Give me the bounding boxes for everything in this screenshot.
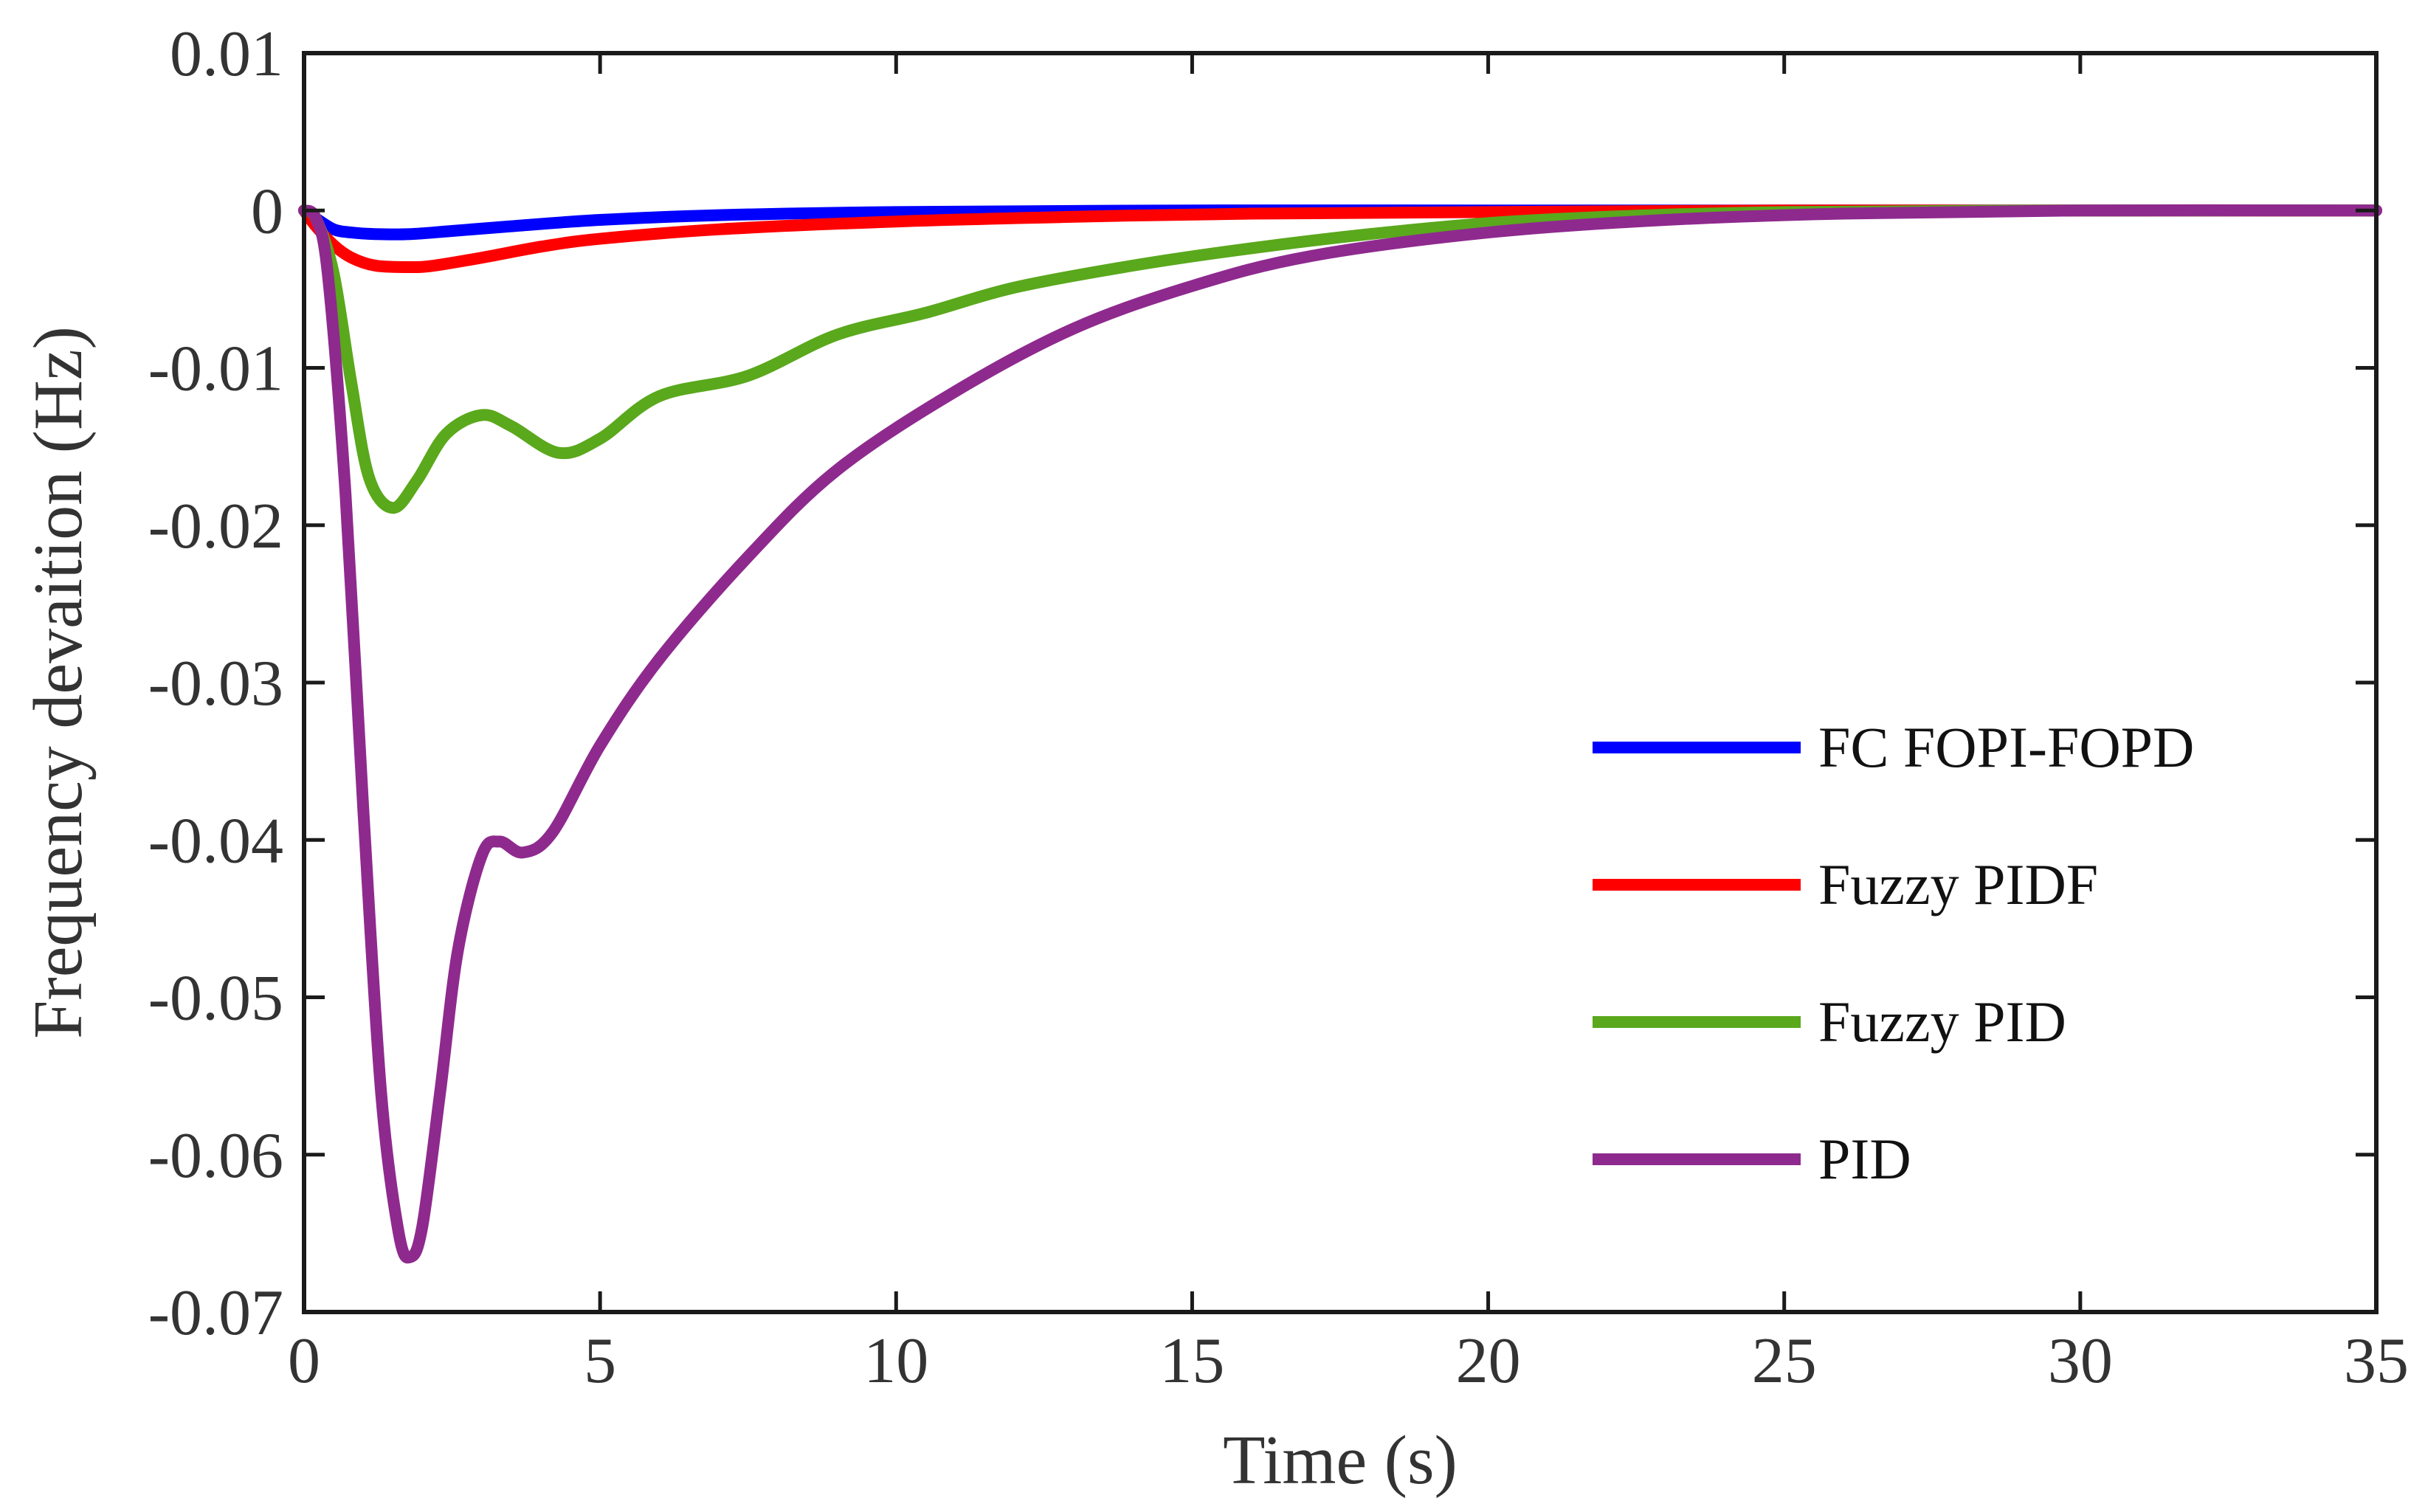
legend-label-fc-fopi-fopd: FC FOPI-FOPD: [1818, 715, 2194, 779]
x-tick-label: 25: [1752, 1325, 1817, 1397]
x-axis-title: Time (s): [1223, 1422, 1458, 1499]
y-tick-label: -0.02: [148, 491, 283, 562]
y-axis-title: Frequency devaition (Hz): [20, 326, 97, 1039]
series-line-pid: [298, 204, 2382, 1264]
x-tick-label: 10: [863, 1325, 928, 1397]
legend-label-pid: PID: [1818, 1127, 1911, 1191]
x-tick-label: 30: [2048, 1325, 2113, 1397]
legend-label-fuzzy-pid: Fuzzy PID: [1818, 990, 2066, 1054]
x-tick-label: 5: [584, 1325, 616, 1397]
legend-label-fuzzy-pidf: Fuzzy PIDF: [1818, 852, 2098, 916]
x-tick-label: 15: [1159, 1325, 1224, 1397]
x-tick-label: 0: [288, 1325, 320, 1397]
y-tick-label: 0: [251, 176, 283, 247]
series-layer: [298, 204, 2382, 1264]
x-tick-labels: 0 5 10 15 20 25 30 35: [288, 1325, 2409, 1397]
y-tick-label: -0.01: [148, 334, 283, 405]
y-tick-label: -0.06: [148, 1120, 283, 1192]
y-tick-labels: 0.01 0 -0.01 -0.02 -0.03 -0.04 -0.05 -0.06 -0.07: [148, 18, 283, 1349]
y-tick-label: -0.07: [148, 1277, 283, 1349]
y-tick-label: 0.01: [170, 18, 283, 90]
y-tick-label: -0.03: [148, 648, 283, 719]
ticks-layer: [302, 51, 2379, 1314]
x-tick-label: 35: [2344, 1325, 2409, 1397]
y-tick-label: -0.05: [148, 963, 283, 1035]
y-tick-label: -0.04: [148, 805, 283, 877]
x-tick-label: 20: [1456, 1325, 1521, 1397]
legend: FC FOPI-FOPD Fuzzy PIDF Fuzzy PID PID: [1593, 715, 2194, 1191]
